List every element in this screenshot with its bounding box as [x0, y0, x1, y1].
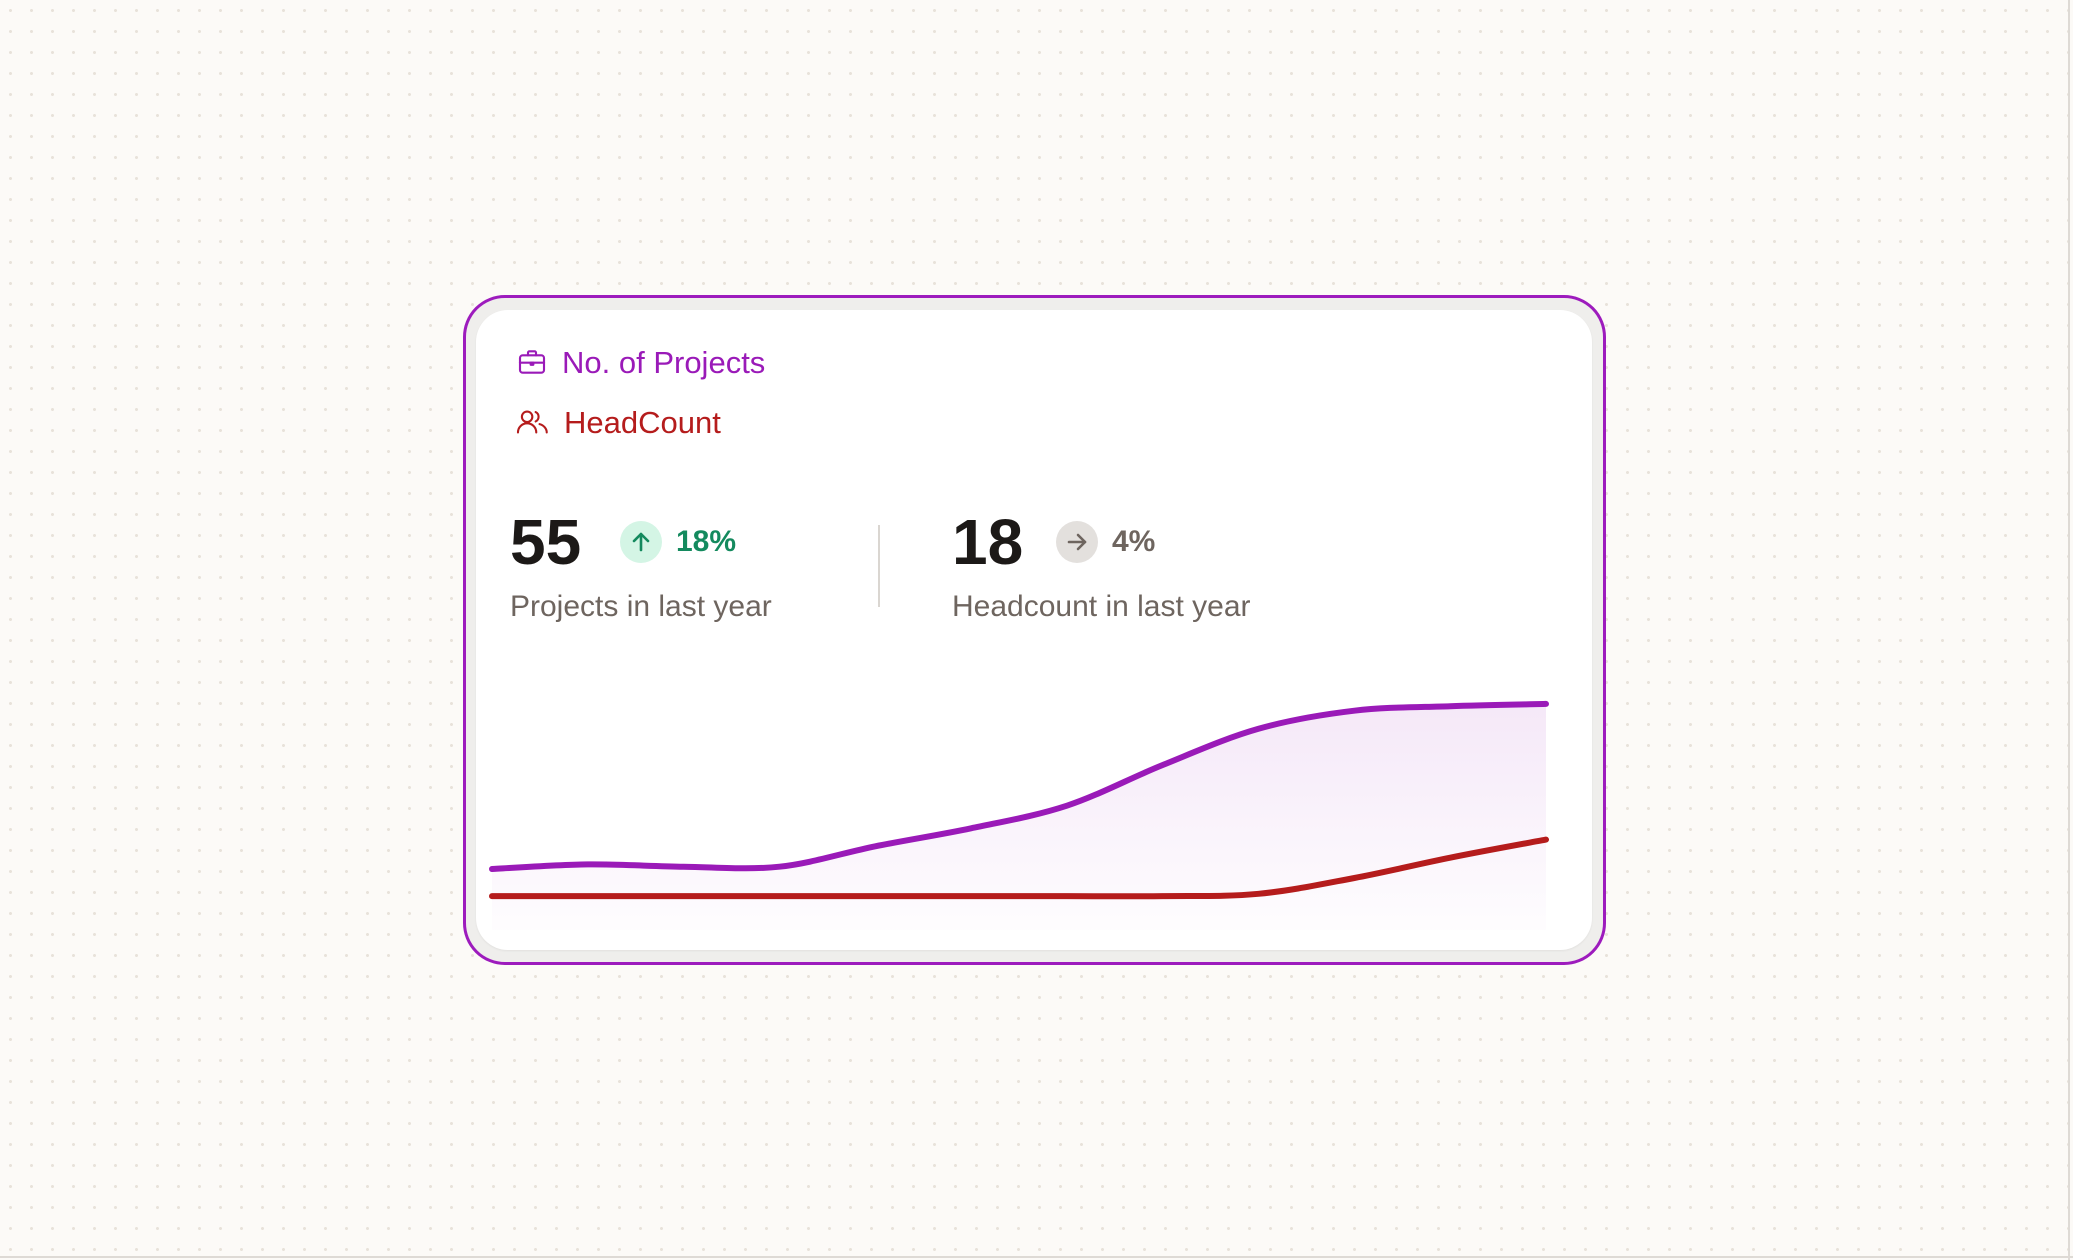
arrow-up-icon: [620, 521, 662, 563]
area-no-of-projects: [492, 703, 1546, 930]
projects-caption: Projects in last year: [510, 590, 772, 623]
users-icon: [516, 410, 548, 434]
headcount-count: 18: [952, 506, 1024, 578]
screen-edge-bottom: [0, 1256, 2073, 1258]
line-no-of-projects: [489, 700, 1549, 872]
projects-change-value: 18%: [676, 525, 737, 558]
arrow-right-icon: [1056, 521, 1098, 563]
briefcase-icon: [518, 350, 546, 374]
legend-item-projects: No. of Projects: [516, 346, 765, 378]
legend-label-headcount: HeadCount: [564, 404, 721, 440]
projects-change-badge: 18%: [620, 521, 736, 563]
stats-card[interactable]: No. of Projects HeadCount 55 18% Project…: [476, 310, 1592, 950]
trend-chart: [489, 700, 1549, 930]
legend-item-headcount: HeadCount: [516, 406, 721, 438]
stats-divider: [878, 525, 880, 607]
headcount-change-value: 4%: [1112, 525, 1156, 558]
legend-label-projects: No. of Projects: [562, 344, 766, 380]
headcount-change-badge: 4%: [1056, 521, 1155, 563]
projects-count: 55: [510, 506, 582, 578]
screen-edge-right: [2068, 0, 2070, 1260]
headcount-caption: Headcount in last year: [952, 590, 1251, 623]
line-headcount: [489, 836, 1549, 900]
